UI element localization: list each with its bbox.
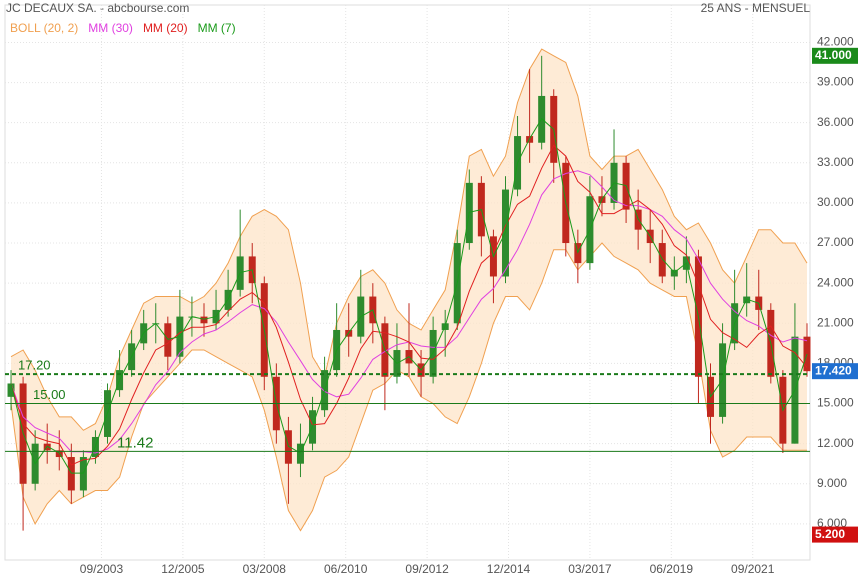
candle-body xyxy=(79,457,87,491)
chart-title: JC DECAUX SA. - abcbourse.com xyxy=(6,1,189,15)
y-tick-label: 15.000 xyxy=(817,396,854,410)
legend-entry: MM (7) xyxy=(198,21,236,35)
x-tick-label: 12/2014 xyxy=(487,562,531,576)
level-label: 11.42 xyxy=(117,434,153,451)
x-tick-label: 03/2008 xyxy=(243,562,287,576)
level-label: 15.00 xyxy=(33,387,66,402)
candle-body xyxy=(200,316,208,324)
x-tick-label: 12/2005 xyxy=(161,562,205,576)
legend-entry: MM (20) xyxy=(143,21,188,35)
price-marker xyxy=(812,47,858,64)
level-label: 17.20 xyxy=(18,358,51,373)
y-tick-label: 36.000 xyxy=(817,115,854,129)
price-marker-label: 17.420 xyxy=(815,363,852,377)
x-tick-label: 09/2012 xyxy=(405,562,449,576)
candle-body xyxy=(803,336,811,372)
bollinger-band xyxy=(11,49,807,531)
x-tick-label: 06/2010 xyxy=(324,562,368,576)
candle-body xyxy=(7,383,15,397)
price-marker xyxy=(812,526,858,543)
y-tick-label: 33.000 xyxy=(817,155,854,169)
chart-subtitle: 25 ANS - MENSUEL xyxy=(701,1,811,15)
candle-body xyxy=(67,457,75,491)
candle-body xyxy=(284,430,292,464)
y-tick-label: 12.000 xyxy=(817,436,854,450)
legend-entry: MM (30) xyxy=(88,21,133,35)
x-tick-label: 06/2019 xyxy=(650,562,694,576)
x-tick-label: 09/2021 xyxy=(731,562,775,576)
x-tick-label: 09/2003 xyxy=(80,562,124,576)
candle-body xyxy=(670,269,678,277)
y-tick-label: 21.000 xyxy=(817,315,854,329)
y-tick-label: 30.000 xyxy=(817,195,854,209)
x-tick-label: 03/2017 xyxy=(568,562,612,576)
price-marker-label: 41.000 xyxy=(815,48,852,62)
y-tick-label: 9.000 xyxy=(817,476,847,490)
candle-body xyxy=(296,443,304,464)
moving-average xyxy=(10,117,808,474)
price-marker xyxy=(812,363,858,380)
legend-entry: BOLL (20, 2) xyxy=(10,21,78,35)
y-tick-label: 24.000 xyxy=(817,275,854,289)
y-tick-label: 6.000 xyxy=(817,516,847,530)
price-marker-label: 5.200 xyxy=(815,527,845,541)
y-tick-label: 27.000 xyxy=(817,235,854,249)
y-tick-label: 39.000 xyxy=(817,75,854,89)
y-tick-label: 42.000 xyxy=(817,35,854,49)
candle-body xyxy=(164,323,172,357)
moving-average xyxy=(10,144,808,466)
